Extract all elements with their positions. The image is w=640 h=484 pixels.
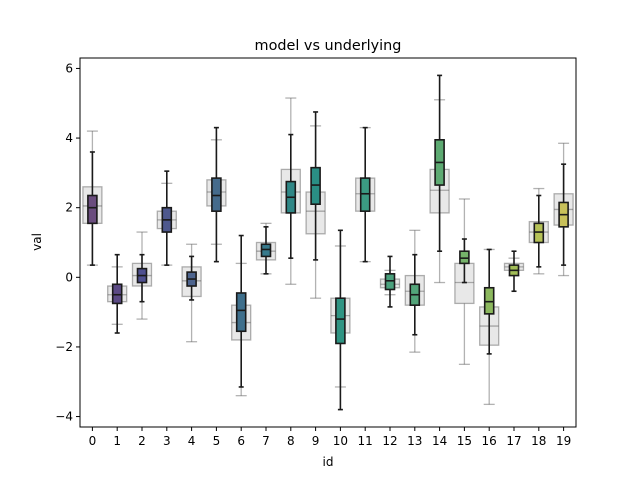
model-box-9 — [310, 111, 321, 261]
model-box-17 — [508, 250, 520, 293]
x-tick-label: 9 — [312, 434, 320, 448]
x-tick-label: 13 — [407, 434, 422, 448]
model-box-13 — [409, 253, 421, 336]
x-tick-label: 18 — [531, 434, 546, 448]
model-box-18 — [533, 194, 545, 268]
model-iqr-box — [359, 177, 371, 212]
model-box-15 — [459, 238, 470, 284]
model-box-1 — [111, 253, 123, 334]
x-tick-label: 12 — [382, 434, 397, 448]
model-iqr-box — [87, 194, 98, 225]
model-box-11 — [359, 126, 371, 263]
model-iqr-box — [384, 273, 396, 291]
y-tick-label: 0 — [65, 270, 73, 284]
model-box-8 — [285, 133, 297, 259]
y-tick-label: −4 — [55, 410, 73, 424]
model-box-4 — [186, 255, 197, 301]
model-box-6 — [235, 234, 247, 388]
model-box-2 — [136, 253, 148, 303]
model-boxes — [87, 74, 569, 411]
x-tick-label: 14 — [432, 434, 447, 448]
model-iqr-box — [483, 286, 495, 315]
model-box-0 — [87, 151, 98, 266]
y-axis-label: val — [30, 233, 44, 251]
model-iqr-box — [235, 292, 247, 333]
model-iqr-box — [211, 177, 222, 212]
plot-frame — [79, 57, 577, 428]
x-tick-label: 5 — [213, 434, 221, 448]
x-tick-label: 0 — [89, 434, 97, 448]
x-tick-label: 8 — [287, 434, 295, 448]
x-tick-label: 3 — [163, 434, 171, 448]
y-tick-label: 6 — [65, 61, 73, 75]
x-axis-label: id — [323, 455, 334, 469]
model-box-16 — [483, 248, 495, 355]
x-tick-label: 11 — [358, 434, 373, 448]
y-tick-label: 2 — [65, 201, 73, 215]
model-box-10 — [335, 229, 346, 411]
model-box-19 — [558, 163, 569, 266]
x-tick-label: 15 — [457, 434, 472, 448]
y-tick-label: −2 — [55, 340, 73, 354]
model-iqr-box — [310, 166, 321, 206]
x-tick-label: 7 — [262, 434, 270, 448]
x-tick-label: 1 — [113, 434, 121, 448]
model-box-14 — [434, 74, 445, 253]
chart-title: model vs underlying — [255, 38, 402, 54]
x-tick-label: 16 — [482, 434, 497, 448]
model-box-3 — [161, 170, 173, 266]
x-tick-label: 2 — [138, 434, 146, 448]
model-iqr-box — [260, 243, 272, 258]
x-tick-label: 10 — [333, 434, 348, 448]
x-tick-label: 19 — [556, 434, 571, 448]
model-iqr-box — [335, 297, 346, 345]
x-tick-label: 17 — [506, 434, 521, 448]
x-tick-label: 4 — [188, 434, 196, 448]
y-tick-label: 4 — [65, 131, 73, 145]
model-box-12 — [384, 255, 396, 308]
model-iqr-box — [533, 222, 545, 244]
model-iqr-box — [111, 283, 123, 305]
model-box-5 — [211, 126, 222, 263]
model-box-7 — [260, 226, 272, 275]
model-iqr-box — [459, 250, 470, 265]
x-tick-label: 6 — [237, 434, 245, 448]
